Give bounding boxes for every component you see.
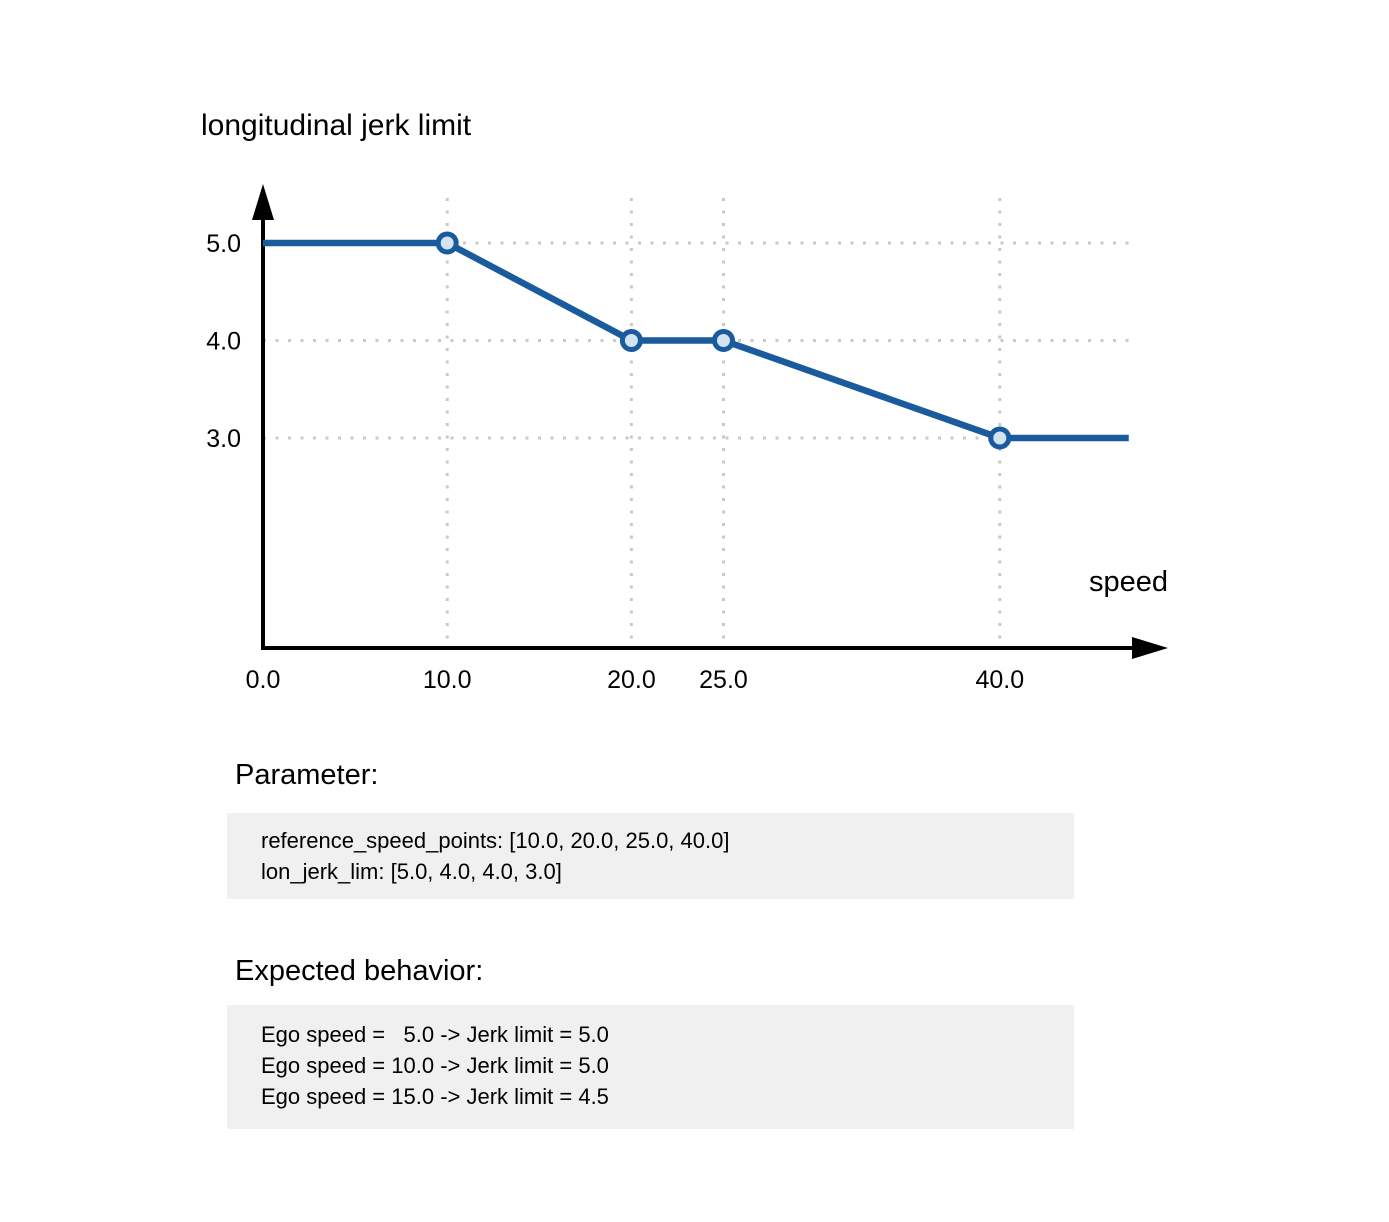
y-tick-label: 4.0 [206,328,241,356]
jerk-limit-line [263,239,1129,442]
parameter-line-lon-jerk-lim: lon_jerk_lim: [5.0, 4.0, 4.0, 3.0] [261,859,562,884]
chart-title: longitudinal jerk limit [201,109,472,142]
expected-behavior-line: Ego speed = 10.0 -> Jerk limit = 5.0 [261,1053,609,1078]
expected-behavior-heading: Expected behavior: [235,955,484,987]
x-tick-label: 0.0 [246,666,281,694]
x-tick-label: 25.0 [699,666,748,694]
x-axis-arrowhead [1132,637,1168,659]
parameter-heading: Parameter: [235,759,379,791]
y-axis-arrowhead [252,184,274,220]
parameter-line-reference-speed-points: reference_speed_points: [10.0, 20.0, 25.… [261,828,730,853]
data-point-marker [988,426,1012,450]
data-point-marker [619,329,643,352]
parameter-box: reference_speed_points: [10.0, 20.0, 25.… [227,813,1074,899]
x-tick-label: 40.0 [975,666,1024,694]
x-axis-label: speed [1089,566,1169,598]
expected-behavior-box: Ego speed = 5.0 -> Jerk limit = 5.0 Ego … [227,1005,1074,1129]
expected-behavior-line: Ego speed = 5.0 -> Jerk limit = 5.0 [261,1022,609,1047]
y-tick-label: 3.0 [206,425,241,453]
x-tick-label: 10.0 [423,666,472,694]
data-point-marker [712,329,735,352]
data-point-marker [435,231,459,255]
jerk-limit-chart: 0.0 10.0 20.0 25.0 40.0 5.0 4.0 3.0 [206,184,1168,694]
x-tick-label: 20.0 [607,666,656,694]
y-tick-label: 5.0 [206,230,241,258]
expected-behavior-line: Ego speed = 15.0 -> Jerk limit = 4.5 [261,1084,609,1109]
